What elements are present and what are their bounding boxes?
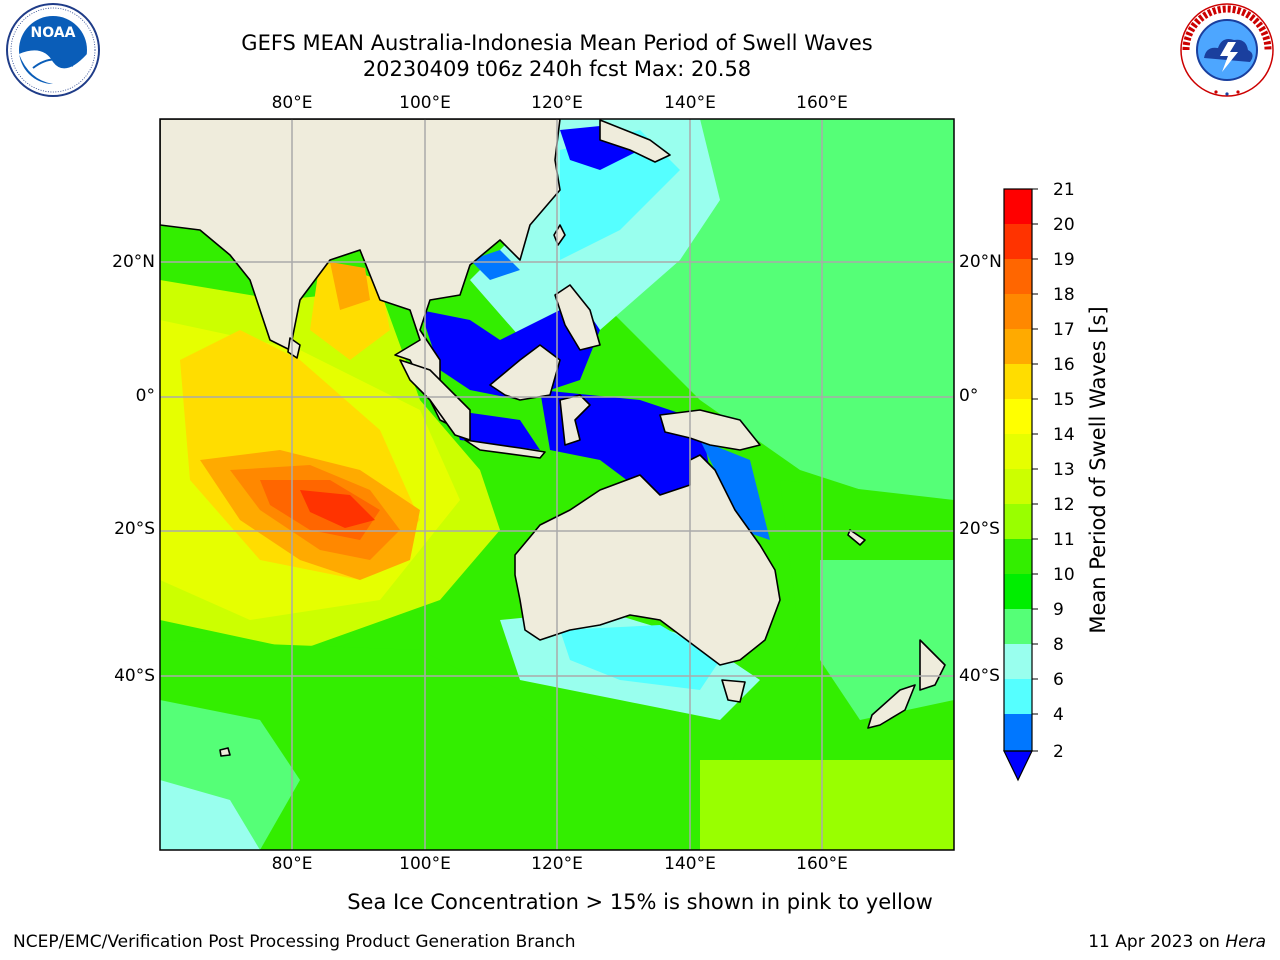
lon-label-top-120e: 120°E <box>531 93 583 113</box>
lon-label-top-80e: 80°E <box>271 93 313 113</box>
land-masses <box>160 119 946 757</box>
colorbar-tick: 20 <box>1053 215 1075 235</box>
colorbar-tick: 18 <box>1053 285 1075 305</box>
lon-label-bottom-120e: 120°E <box>531 854 583 874</box>
sea-ice-note: Sea Ice Concentration > 15% is shown in … <box>347 890 933 914</box>
lon-label-bottom-80e: 80°E <box>271 854 313 874</box>
lon-label-top-100e: 100°E <box>399 93 451 113</box>
nws-logo <box>1180 3 1274 97</box>
colorbar-tick: 16 <box>1053 355 1075 375</box>
colorbar-label: Mean Period of Swell Waves [s] <box>1086 306 1110 634</box>
colorbar-tick: 21 <box>1053 180 1075 200</box>
colorbar-tick: 15 <box>1053 390 1075 410</box>
map-subtitle: 20230409 t06z 240h fcst Max: 20.58 <box>362 57 752 81</box>
noaa-logo-text: NOAA <box>31 25 76 41</box>
map-title: GEFS MEAN Australia-Indonesia Mean Perio… <box>241 31 873 55</box>
graticule <box>160 119 954 850</box>
colorbar-tick: 10 <box>1053 565 1075 585</box>
colorbar-tick: 19 <box>1053 250 1075 270</box>
footer-date-text: 11 Apr 2023 on <box>1088 932 1226 952</box>
lat-label-left-20s: 20°S <box>114 519 155 539</box>
colorbar <box>1003 188 1038 782</box>
colorbar-tick: 2 <box>1053 742 1064 762</box>
footer-credit: NCEP/EMC/Verification Post Processing Pr… <box>13 932 576 952</box>
lat-label-right-20n: 20°N <box>959 252 1002 272</box>
lat-label-left-20n: 20°N <box>112 252 155 272</box>
colorbar-tick: 14 <box>1053 425 1075 445</box>
map-frame <box>159 118 955 851</box>
lon-label-top-160e: 160°E <box>796 93 848 113</box>
colorbar-tick: 13 <box>1053 460 1075 480</box>
colorbar-tick: 11 <box>1053 530 1075 550</box>
lon-label-bottom-140e: 140°E <box>664 854 716 874</box>
colorbar-tick: 17 <box>1053 320 1075 340</box>
colorbar-tick: 8 <box>1053 635 1064 655</box>
lat-label-left-0: 0° <box>135 386 155 406</box>
colorbar-tick: 6 <box>1053 670 1064 690</box>
lon-label-top-140e: 140°E <box>664 93 716 113</box>
lat-label-left-40s: 40°S <box>114 666 155 686</box>
lat-label-right-0: 0° <box>959 386 979 406</box>
lon-label-bottom-160e: 160°E <box>796 854 848 874</box>
noaa-logo: NOAA <box>6 3 100 97</box>
footer-host: Hera <box>1225 932 1266 952</box>
lat-label-right-20s: 20°S <box>959 519 1000 539</box>
footer-date: 11 Apr 2023 on Hera <box>1088 932 1266 952</box>
lat-label-right-40s: 40°S <box>959 666 1000 686</box>
lon-label-bottom-100e: 100°E <box>399 854 451 874</box>
colorbar-tick: 12 <box>1053 495 1075 515</box>
colorbar-tick: 9 <box>1053 600 1064 620</box>
colorbar-tick: 4 <box>1053 705 1064 725</box>
